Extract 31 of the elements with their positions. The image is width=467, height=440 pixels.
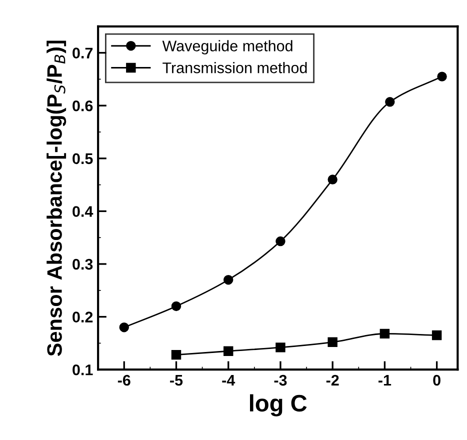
y-tick-label: 0.5 — [72, 153, 93, 164]
point — [171, 350, 182, 360]
point — [328, 174, 338, 184]
x-tick-label: 0 — [433, 374, 440, 386]
point — [119, 322, 129, 332]
point — [171, 301, 182, 312]
point — [276, 342, 286, 352]
x-tick-label: -2 — [326, 374, 339, 386]
point — [380, 328, 390, 339]
x-tick-label: -6 — [118, 374, 130, 386]
point — [328, 337, 338, 348]
y-tick-label: 0.2 — [72, 312, 93, 322]
x-tick-label: -4 — [222, 375, 236, 386]
y-tick-label: 0.6 — [72, 100, 93, 112]
y-tick-label: 0.4 — [72, 206, 94, 217]
point — [223, 274, 234, 285]
legend-label: Transmission method — [162, 62, 307, 74]
y-tick-label: 0.3 — [72, 258, 93, 270]
x-tick-label: -3 — [274, 374, 287, 386]
point — [432, 330, 442, 340]
x-tick-label: -1 — [378, 375, 392, 386]
y-axis-title: Sensor Absorbance[-log(P$_{S}$/P$_{B}$)] — [46, 40, 66, 356]
legend-label: Waveguide method — [162, 40, 292, 54]
y-tick-label: 0.7 — [72, 48, 93, 58]
point — [385, 97, 395, 107]
y-tick-label: 0.1 — [72, 364, 93, 376]
point — [276, 236, 286, 246]
x-axis-title: log C — [250, 394, 307, 416]
x-tick-label: -5 — [170, 375, 183, 386]
point — [437, 72, 447, 82]
point — [223, 346, 234, 356]
